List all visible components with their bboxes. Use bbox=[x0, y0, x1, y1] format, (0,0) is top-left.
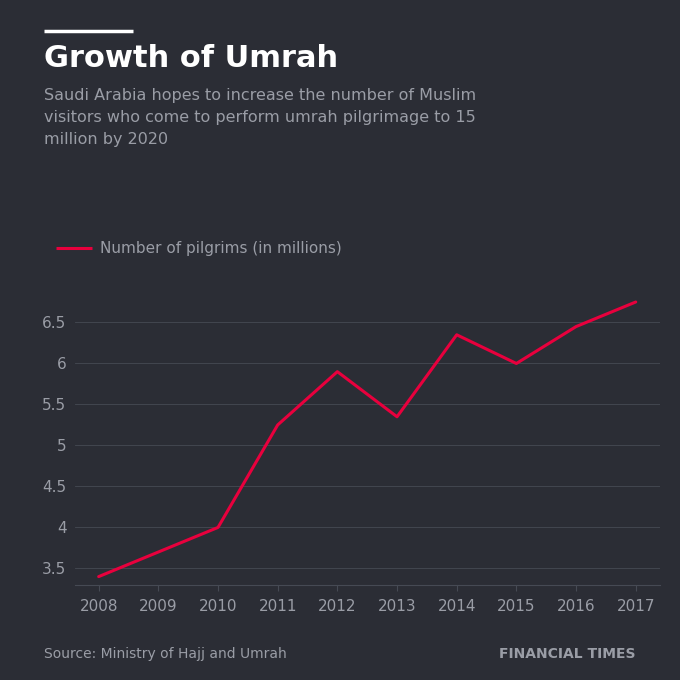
Text: Saudi Arabia hopes to increase the number of Muslim
visitors who come to perform: Saudi Arabia hopes to increase the numbe… bbox=[44, 88, 476, 147]
Text: Number of pilgrims (in millions): Number of pilgrims (in millions) bbox=[100, 241, 342, 256]
Text: Growth of Umrah: Growth of Umrah bbox=[44, 44, 339, 73]
Text: FINANCIAL TIMES: FINANCIAL TIMES bbox=[499, 647, 636, 661]
Text: Source: Ministry of Hajj and Umrah: Source: Ministry of Hajj and Umrah bbox=[44, 647, 287, 661]
